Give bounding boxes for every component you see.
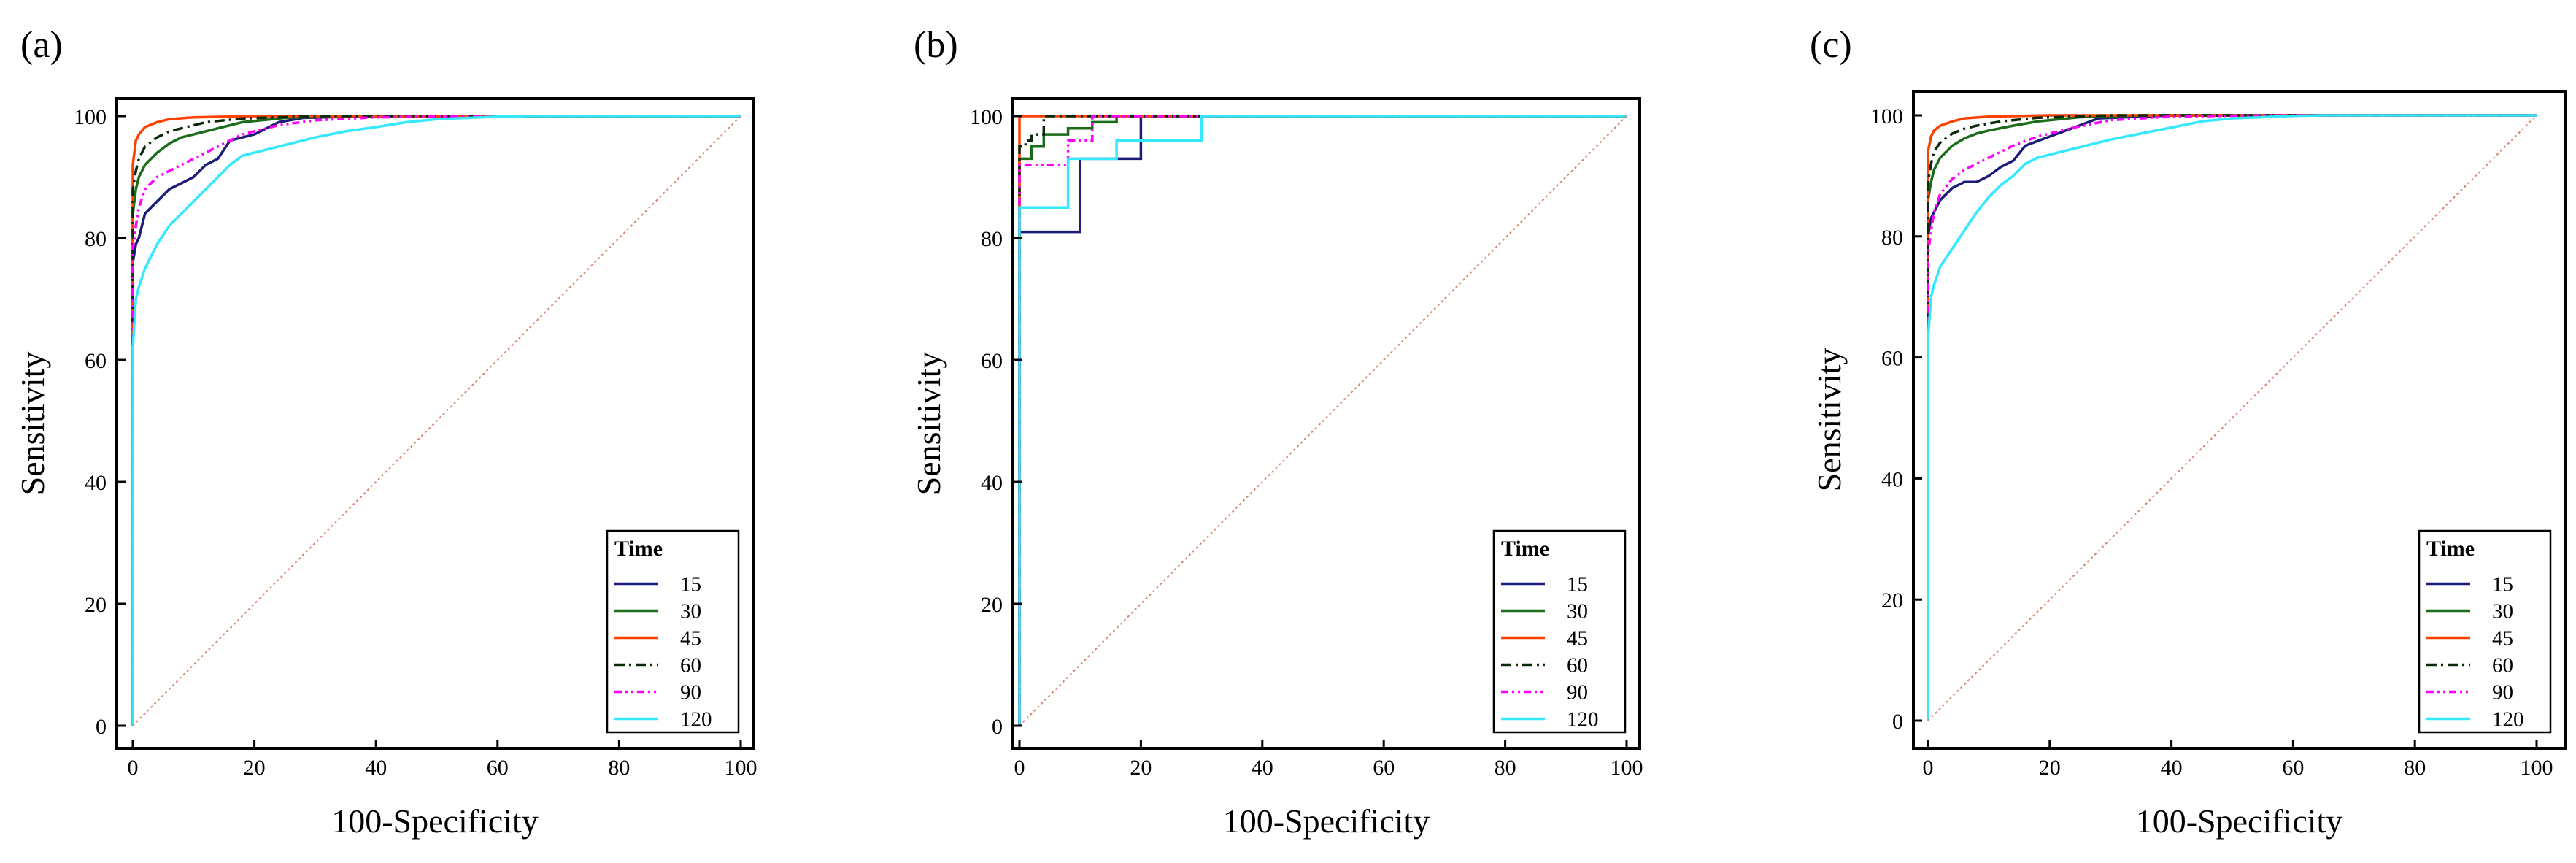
series-line-15 [131, 115, 741, 726]
series-line-90 [1018, 115, 1627, 726]
legend-entry-15: 15 [2492, 573, 2513, 597]
plot-frame [1011, 97, 1641, 750]
y-tick-label: 100 [970, 105, 1003, 129]
x-tick-label: 80 [1495, 756, 1516, 780]
y-tick-label: 40 [981, 471, 1003, 495]
legend-box [1492, 529, 1627, 734]
y-tick-label: 80 [85, 227, 107, 251]
chart-panel-a: (a) 0 20 40 60 80 100 0 20 40 60 80 100 100-Specifici… [14, 24, 757, 840]
legend-entry-120: 120 [1567, 708, 1599, 732]
series-line-30 [1927, 114, 2537, 721]
series-line-60 [1018, 115, 1627, 726]
series-line-120 [1927, 114, 2537, 721]
series-line-90 [131, 115, 741, 726]
x-tick-label: 100 [2521, 756, 2553, 780]
legend: Time 15 30 45 60 90 120 [2418, 529, 2552, 734]
y-tick-label: 80 [981, 227, 1003, 251]
legend-entry-30: 30 [2492, 600, 2513, 624]
legend-entry-15: 15 [680, 573, 701, 597]
y-tick-label: 20 [981, 593, 1003, 617]
legend-entry-90: 90 [1567, 681, 1588, 705]
x-tick-label: 40 [365, 756, 387, 780]
y-tick-label: 0 [96, 715, 107, 739]
y-tick-label: 60 [85, 349, 107, 373]
x-tick-label: 80 [2404, 756, 2426, 780]
y-tick-label: 20 [85, 593, 107, 617]
chart-panel-c: (c) 0 20 40 60 80 100 0 20 40 60 80 100 100-Specifici… [1810, 24, 2567, 840]
x-axis-title: 100-Specificity [331, 802, 539, 840]
legend: Time 15 30 45 60 90 120 [1492, 529, 1627, 734]
reference-diagonal-line [132, 115, 741, 726]
x-tick-label: 0 [128, 756, 139, 780]
x-tick-label: 20 [1130, 756, 1152, 780]
panel-label: (c) [1810, 24, 1852, 66]
x-tick-label: 60 [1373, 756, 1395, 780]
series-group [1927, 114, 2537, 721]
x-axis-title: 100-Specificity [1223, 802, 1430, 840]
legend-entry-90: 90 [680, 681, 701, 705]
reference-diagonal-line [1019, 115, 1627, 726]
legend-entry-45: 45 [1567, 627, 1588, 651]
series-line-90 [1927, 114, 2537, 721]
plot-frame [115, 97, 755, 750]
legend-title: Time [614, 537, 663, 561]
legend-entry-45: 45 [2492, 627, 2513, 651]
legend-title: Time [1501, 537, 1549, 561]
y-axis-title: Sensitivity [14, 352, 51, 496]
series-line-15 [1927, 114, 2537, 721]
chart-panel-b: (b) 0 20 40 60 80 100 0 20 40 60 80 100 100-Specifici… [910, 24, 1643, 840]
x-tick-label: 80 [608, 756, 630, 780]
y-tick-label: 20 [1881, 588, 1903, 613]
panel-label: (b) [914, 24, 958, 66]
x-tick-label: 60 [487, 756, 509, 780]
legend-entry-90: 90 [2492, 681, 2513, 705]
series-line-30 [131, 115, 741, 726]
y-tick-label: 60 [1881, 347, 1903, 371]
series-line-120 [1018, 115, 1627, 726]
legend-entry-30: 30 [1567, 600, 1588, 624]
x-tick-label: 40 [1252, 756, 1273, 780]
y-tick-label: 40 [1881, 467, 1903, 491]
x-tick-label: 100 [1611, 756, 1643, 780]
series-line-45 [131, 115, 741, 726]
x-tick-label: 60 [2282, 756, 2304, 780]
series-line-60 [131, 115, 741, 726]
series-line-60 [1927, 114, 2537, 721]
y-axis-title: Sensitivity [1810, 348, 1848, 492]
y-tick-label: 0 [1892, 710, 1903, 734]
legend-entry-60: 60 [1567, 654, 1588, 678]
legend-box [606, 529, 740, 734]
x-tick-label: 20 [244, 756, 266, 780]
x-tick-label: 0 [1014, 756, 1025, 780]
y-tick-label: 40 [85, 471, 107, 495]
legend-entry-30: 30 [680, 600, 701, 624]
legend-entry-60: 60 [680, 654, 701, 678]
legend-entry-120: 120 [680, 708, 712, 732]
x-axis-title: 100-Specificity [2136, 802, 2343, 840]
y-tick-label: 100 [74, 105, 107, 129]
y-tick-label: 100 [1870, 104, 1903, 129]
legend-box [2418, 529, 2552, 734]
x-tick-label: 40 [2161, 756, 2183, 780]
series-line-45 [1927, 114, 2537, 721]
x-tick-label: 100 [725, 756, 757, 780]
y-tick-label: 0 [992, 715, 1003, 739]
legend-title: Time [2426, 537, 2475, 561]
y-axis-title: Sensitivity [910, 352, 947, 496]
y-tick-label: 80 [1881, 226, 1903, 250]
y-tick-label: 60 [981, 349, 1003, 373]
legend-entry-120: 120 [2492, 708, 2524, 732]
legend-entry-60: 60 [2492, 654, 2513, 678]
panel-label: (a) [20, 24, 63, 66]
series-group [131, 115, 741, 726]
legend-entry-45: 45 [680, 627, 701, 651]
series-line-120 [131, 115, 741, 726]
legend: Time 15 30 45 60 90 120 [606, 529, 740, 734]
plot-frame [1912, 90, 2567, 750]
x-tick-label: 20 [2039, 756, 2061, 780]
series-line-30 [1018, 115, 1627, 726]
x-tick-label: 0 [1923, 756, 1934, 780]
legend-entry-15: 15 [1567, 573, 1588, 597]
